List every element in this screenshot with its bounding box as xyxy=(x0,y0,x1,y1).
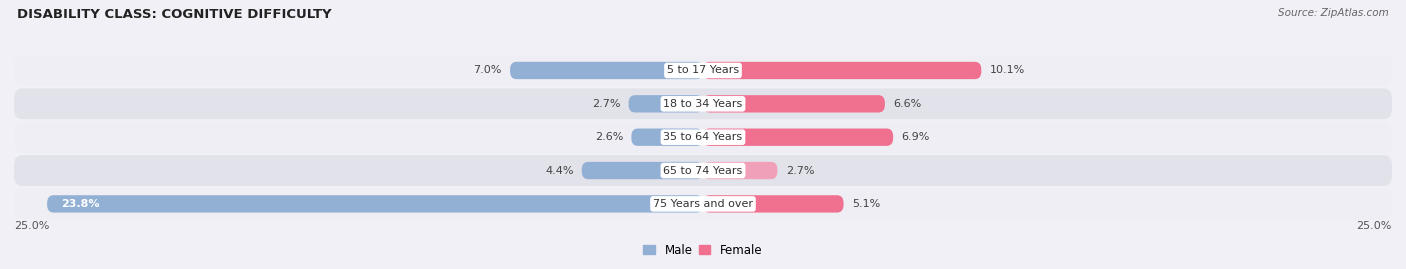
Text: 23.8%: 23.8% xyxy=(60,199,100,209)
Text: 75 Years and over: 75 Years and over xyxy=(652,199,754,209)
Text: 6.9%: 6.9% xyxy=(901,132,929,142)
FancyBboxPatch shape xyxy=(14,122,1392,153)
Text: 65 to 74 Years: 65 to 74 Years xyxy=(664,165,742,176)
FancyBboxPatch shape xyxy=(582,162,703,179)
FancyBboxPatch shape xyxy=(14,155,1392,186)
Legend: Male, Female: Male, Female xyxy=(638,239,768,261)
FancyBboxPatch shape xyxy=(703,95,884,112)
FancyBboxPatch shape xyxy=(14,55,1392,86)
Text: 5.1%: 5.1% xyxy=(852,199,880,209)
FancyBboxPatch shape xyxy=(703,129,893,146)
FancyBboxPatch shape xyxy=(628,95,703,112)
Text: Source: ZipAtlas.com: Source: ZipAtlas.com xyxy=(1278,8,1389,18)
Text: 7.0%: 7.0% xyxy=(474,65,502,76)
Text: DISABILITY CLASS: COGNITIVE DIFFICULTY: DISABILITY CLASS: COGNITIVE DIFFICULTY xyxy=(17,8,332,21)
Text: 18 to 34 Years: 18 to 34 Years xyxy=(664,99,742,109)
Text: 25.0%: 25.0% xyxy=(1357,221,1392,231)
FancyBboxPatch shape xyxy=(510,62,703,79)
FancyBboxPatch shape xyxy=(48,195,703,213)
Text: 2.7%: 2.7% xyxy=(786,165,814,176)
FancyBboxPatch shape xyxy=(14,189,1392,219)
FancyBboxPatch shape xyxy=(631,129,703,146)
Text: 4.4%: 4.4% xyxy=(546,165,574,176)
Text: 5 to 17 Years: 5 to 17 Years xyxy=(666,65,740,76)
Text: 2.7%: 2.7% xyxy=(592,99,620,109)
FancyBboxPatch shape xyxy=(703,195,844,213)
Text: 35 to 64 Years: 35 to 64 Years xyxy=(664,132,742,142)
Text: 25.0%: 25.0% xyxy=(14,221,49,231)
FancyBboxPatch shape xyxy=(14,89,1392,119)
FancyBboxPatch shape xyxy=(703,162,778,179)
FancyBboxPatch shape xyxy=(703,62,981,79)
Text: 6.6%: 6.6% xyxy=(893,99,921,109)
Text: 10.1%: 10.1% xyxy=(990,65,1025,76)
Text: 2.6%: 2.6% xyxy=(595,132,623,142)
